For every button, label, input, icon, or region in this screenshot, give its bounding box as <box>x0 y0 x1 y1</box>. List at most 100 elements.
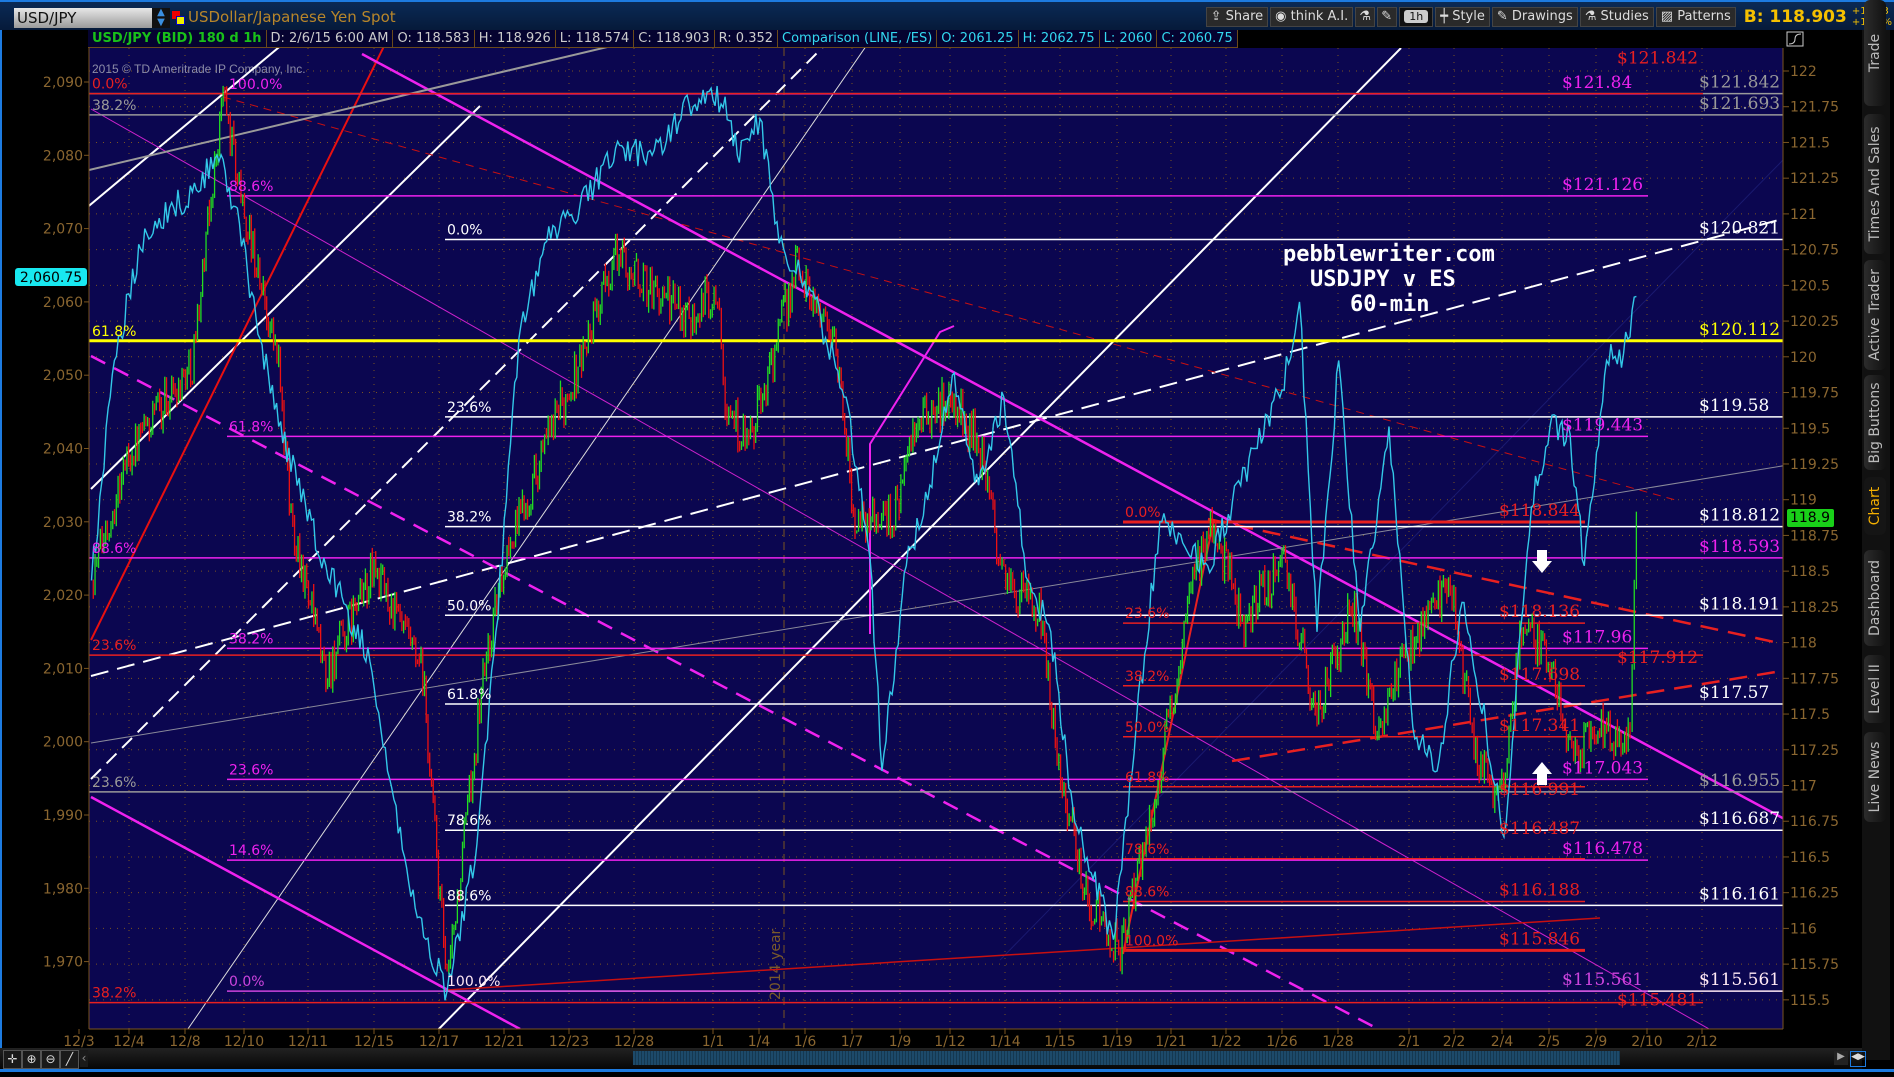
comparison-close: C: 2060.75 <box>1157 30 1238 48</box>
trendline-white-dashed[interactable] <box>90 20 850 780</box>
fib-percent-label: 23.6% <box>92 775 136 791</box>
tab-level-ii[interactable]: Level II <box>1864 655 1886 723</box>
fib-percent-label: 0.0% <box>1125 505 1161 521</box>
fit-icon[interactable]: ◀▶ <box>1850 1051 1866 1067</box>
right-axis-label: 120.75 <box>1790 243 1839 259</box>
fib-price-label: $118.593 <box>1699 537 1780 557</box>
x-axis-label: 2/5 <box>1538 1034 1561 1050</box>
tab-dashboard[interactable]: Dashboard <box>1864 550 1886 646</box>
draw-line-icon[interactable]: ╱ <box>60 1050 79 1069</box>
drawings-button[interactable]: ✎ Drawings <box>1491 7 1578 27</box>
bar-low: L: 118.574 <box>555 30 635 48</box>
candle-icon: ┿ <box>1440 9 1453 24</box>
patterns-button[interactable]: ▨ Patterns <box>1655 7 1736 27</box>
timeframe-label: 1h <box>1404 10 1429 23</box>
x-axis-label: 12/8 <box>169 1034 200 1050</box>
trendline-white-dashed[interactable] <box>90 211 1812 677</box>
trendline-gray[interactable] <box>89 44 620 171</box>
right-axis-label: 120.25 <box>1790 314 1839 330</box>
bar-range: R: 0.352 <box>714 30 779 48</box>
crosshair-icon[interactable]: ✛ <box>3 1050 22 1069</box>
trendline-red-dashed[interactable] <box>1207 517 1788 646</box>
toolbar-buttons: ⇪ Share ◉ think A.I. ⚗ ✎ 1h ┿ Style ✎ Dr… <box>1205 6 1892 28</box>
fib-percent-label: 100.0% <box>1125 933 1178 949</box>
fib-price-label: $121.693 <box>1699 94 1780 114</box>
trendline-magenta-zigzag[interactable] <box>869 325 955 634</box>
drawings-label: Drawings <box>1511 9 1573 24</box>
symbol-dropdown-icon[interactable]: ▲ ▼ <box>152 8 170 28</box>
comparison-series <box>90 85 1637 1001</box>
zoom-in-icon[interactable]: ⊕ <box>22 1050 41 1069</box>
fib-percent-label: 61.8% <box>447 687 491 703</box>
fib-percent-label: 50.0% <box>447 598 491 614</box>
scroll-right-icon[interactable]: ▶ <box>1834 1051 1848 1065</box>
trendline-white[interactable] <box>60 38 290 230</box>
trendline-gray-thin[interactable] <box>90 465 1788 744</box>
symbol-input[interactable]: USD/JPY <box>14 8 152 28</box>
link-icon[interactable] <box>172 11 180 19</box>
comparison-label: Comparison (LINE, /ES) <box>778 30 938 48</box>
fib-percent-label: 78.6% <box>1125 842 1169 858</box>
x-axis-label: 1/26 <box>1266 1034 1298 1050</box>
tab-trade[interactable]: Trade <box>1864 0 1886 106</box>
right-axis-label: 119.5 <box>1790 421 1830 437</box>
trendline-magenta-thin[interactable] <box>90 108 1790 1075</box>
trendline-faint[interactable] <box>999 159 1783 961</box>
right-axis-label: 121.5 <box>1790 135 1830 151</box>
fib-price-label: $120.112 <box>1699 320 1780 340</box>
fib-price-label: $115.846 <box>1499 929 1580 949</box>
left-axis-label: 2,040 <box>43 442 83 458</box>
trendline-red[interactable] <box>90 30 392 641</box>
fib-price-label: $116.478 <box>1562 839 1643 859</box>
left-axis-label: 1,980 <box>43 881 83 897</box>
trendlines[interactable] <box>60 20 1812 1075</box>
collapse-chevron-icon[interactable]: ‹ <box>80 1050 88 1067</box>
wrench-icon[interactable]: ✎ <box>1377 7 1398 27</box>
fib-percent-label: 23.6% <box>92 638 136 654</box>
time-scrollbar[interactable] <box>633 1051 1620 1065</box>
trendline-white[interactable] <box>90 105 481 490</box>
zoom-out-icon[interactable]: ⊖ <box>41 1050 60 1069</box>
fib-price-label: $116.487 <box>1499 819 1580 839</box>
right-axis-label: 118.25 <box>1790 600 1839 616</box>
share-icon: ⇪ <box>1210 9 1226 24</box>
trendline-red-thin[interactable] <box>446 917 1601 991</box>
expand-icon[interactable] <box>1786 31 1804 47</box>
think-ai-button[interactable]: ◉ think A.I. <box>1270 7 1354 27</box>
tab-label: Live News <box>1867 741 1883 813</box>
tab-label: Times And Sales <box>1867 126 1883 242</box>
fib-price-label: $117.043 <box>1562 758 1643 778</box>
patterns-icon: ▨ <box>1660 9 1678 24</box>
studies-button[interactable]: ⚗ Studies <box>1579 7 1654 27</box>
tab-chart[interactable]: Chart <box>1864 477 1886 535</box>
tab-big-buttons[interactable]: Big Buttons <box>1864 375 1886 470</box>
x-axis-label: 1/15 <box>1044 1034 1075 1050</box>
right-sidebar: Trade Times And Sales Active Trader Big … <box>1862 0 1890 1060</box>
right-axis-label: 117 <box>1790 779 1817 795</box>
right-axis-label: 121 <box>1790 207 1817 223</box>
trendline-magenta-dashed[interactable] <box>90 354 1381 1030</box>
tab-times-and-sales[interactable]: Times And Sales <box>1864 114 1886 254</box>
plot-area[interactable] <box>89 48 1783 1029</box>
comparison-high: H: 2062.75 <box>1018 30 1100 48</box>
trendline-white-thin[interactable] <box>181 26 880 1039</box>
watermark-title: USDJPY v ES <box>1310 267 1456 292</box>
fib-price-label: $116.161 <box>1699 884 1780 904</box>
fib-percent-label: 23.6% <box>1125 606 1169 622</box>
x-axis-label: 1/12 <box>934 1034 965 1050</box>
timeframe-button[interactable]: 1h <box>1399 7 1434 27</box>
arrow-up-icon <box>1532 762 1552 785</box>
bar-open: O: 118.583 <box>393 30 475 48</box>
trendline-red-dashed[interactable] <box>1231 669 1788 763</box>
tab-active-trader[interactable]: Active Trader <box>1864 260 1886 370</box>
fib-percent-label: 14.6% <box>229 843 273 859</box>
x-axis-label: 12/28 <box>614 1034 654 1050</box>
tab-live-news[interactable]: Live News <box>1864 732 1886 822</box>
style-button[interactable]: ┿ Style <box>1435 7 1490 27</box>
flask-icon[interactable]: ⚗ <box>1355 7 1376 27</box>
share-button[interactable]: ⇪ Share <box>1205 7 1269 27</box>
axes: 122 121.75 121.5 121.25 121 120.75 120.5 120.25… <box>43 64 1839 1050</box>
bar-date: D: 2/6/15 6:00 AM <box>266 30 394 48</box>
think-ai-label: think A.I. <box>1290 9 1349 24</box>
